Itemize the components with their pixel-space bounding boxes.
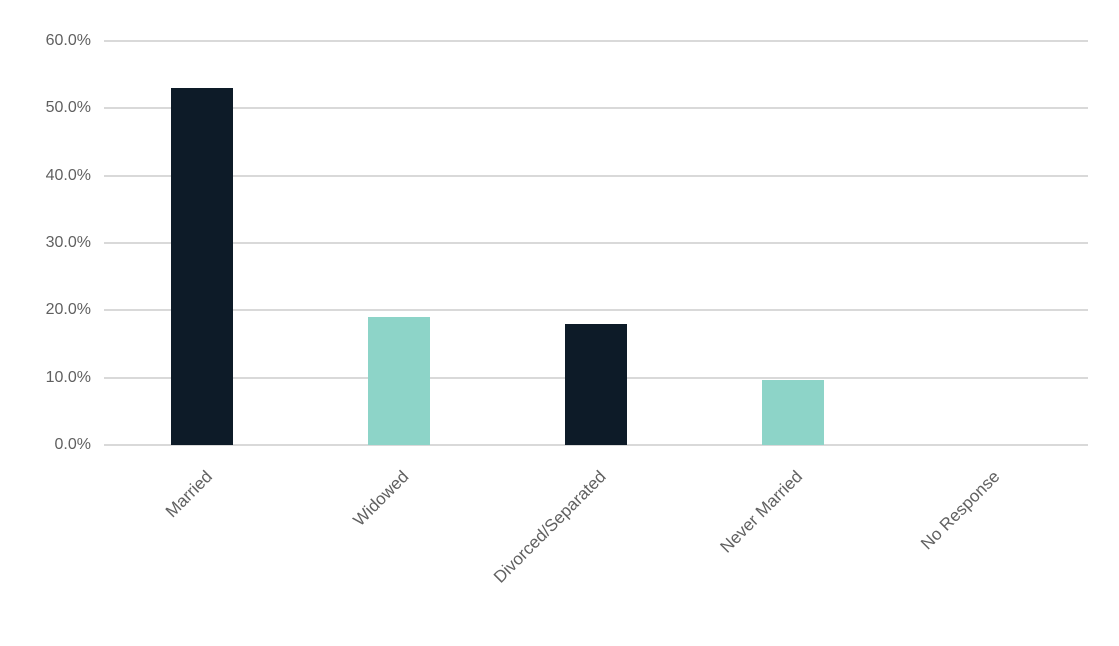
bar-widowed (368, 317, 431, 445)
x-axis-tick-label: Widowed (349, 467, 413, 530)
y-axis-tick-label: 30.0% (45, 234, 91, 251)
x-axis-tick-label: No Response (916, 467, 1004, 554)
x-axis-tick-label: Married (161, 467, 216, 522)
y-axis-tick-label: 40.0% (45, 166, 91, 184)
gridline-0 (104, 444, 1088, 446)
x-axis-tick-label: Never Married (716, 467, 807, 557)
y-axis-tick-label: 60.0% (45, 32, 91, 49)
y-axis-tick-label: 10.0% (45, 368, 91, 386)
gridline-40 (104, 174, 1088, 177)
y-axis-tick-label: 20.0% (45, 301, 91, 319)
gridline-60 (104, 40, 1088, 42)
y-axis-tick-label: 0.0% (54, 436, 91, 453)
x-axis-tick-label: Divorced/Separated (489, 467, 610, 587)
gridline-50 (104, 107, 1088, 110)
bar-married (171, 88, 234, 445)
bar-never-married (761, 379, 824, 445)
gridline-20 (104, 309, 1088, 312)
bar-divorced-separated (565, 323, 627, 445)
y-axis-tick-label: 50.0% (45, 99, 91, 117)
gridline-30 (104, 242, 1088, 244)
